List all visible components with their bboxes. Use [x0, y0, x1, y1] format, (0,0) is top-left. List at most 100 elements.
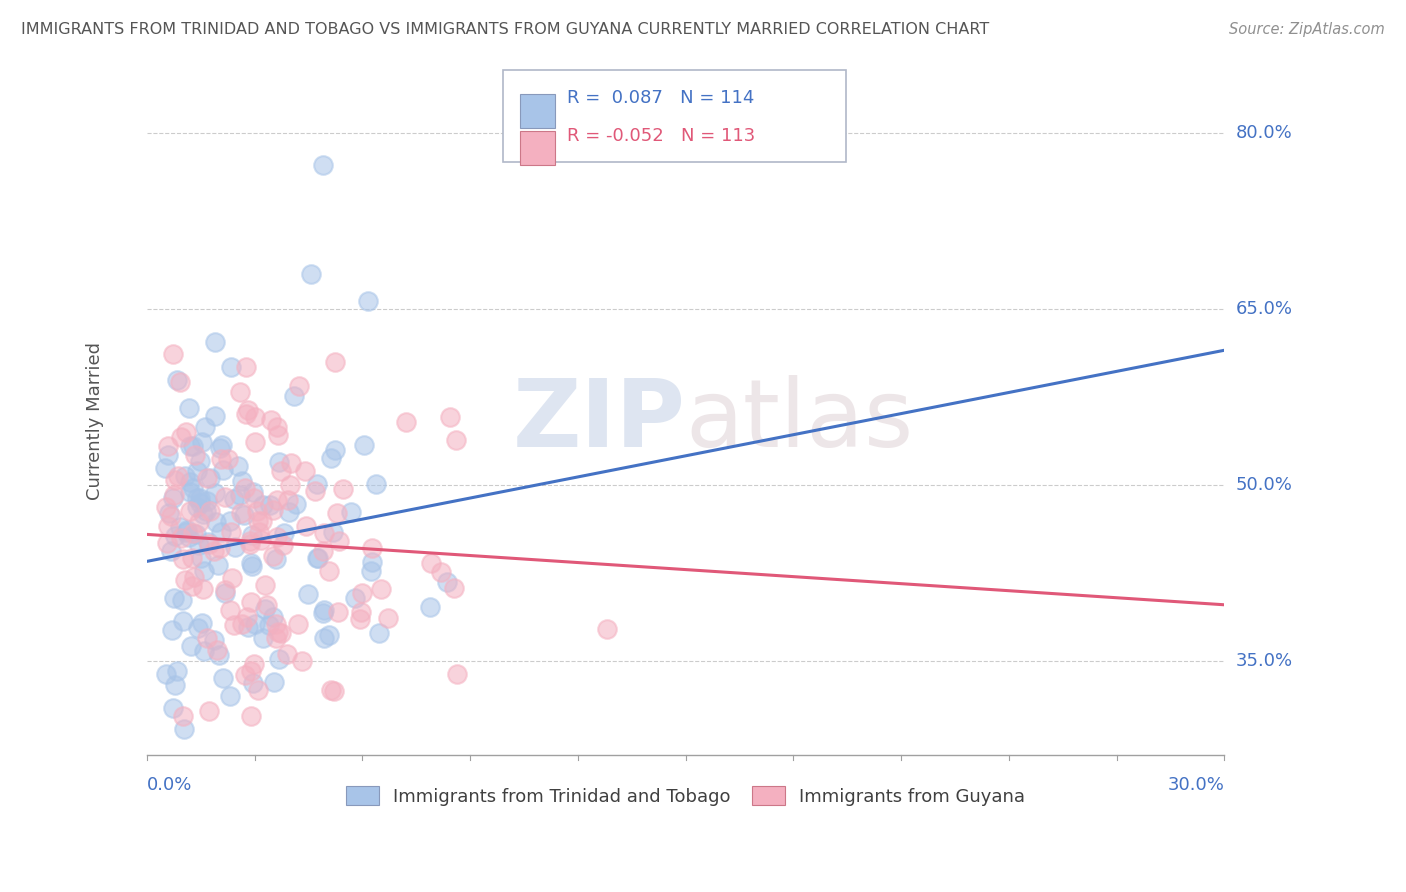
Point [160, 509, 183, 524]
Point [312, 526, 335, 541]
Point [349, 612, 371, 626]
Text: ZIP: ZIP [513, 375, 686, 467]
Point [323, 443, 346, 458]
Point [250, 533, 273, 547]
Point [249, 524, 271, 539]
Point [377, 611, 399, 625]
Point [155, 536, 177, 550]
Point [204, 486, 226, 500]
Point [214, 583, 236, 598]
Text: 50.0%: 50.0% [1236, 476, 1292, 494]
Point [360, 564, 382, 578]
Point [195, 632, 218, 646]
Point [236, 403, 259, 417]
Point [350, 606, 373, 620]
Point [162, 491, 184, 505]
Point [318, 564, 340, 578]
Point [180, 639, 202, 653]
Point [183, 570, 205, 584]
Point [198, 704, 221, 718]
Point [245, 434, 267, 449]
Point [233, 508, 256, 522]
Point [179, 504, 201, 518]
Point [198, 471, 221, 485]
Point [242, 675, 264, 690]
Point [350, 586, 373, 600]
Text: 0.0%: 0.0% [146, 776, 193, 794]
Point [166, 373, 188, 387]
Point [395, 415, 418, 429]
Point [252, 632, 274, 646]
Point [228, 385, 250, 400]
Point [183, 449, 205, 463]
Point [267, 428, 290, 442]
Text: 65.0%: 65.0% [1236, 301, 1292, 318]
Point [165, 473, 187, 487]
Point [319, 451, 342, 466]
Point [218, 689, 240, 703]
Point [207, 643, 229, 657]
Point [361, 541, 384, 555]
Point [419, 599, 441, 614]
Point [357, 293, 380, 308]
Point [277, 505, 299, 519]
Point [194, 420, 217, 434]
Point [259, 413, 281, 427]
Point [174, 524, 197, 539]
Point [172, 552, 194, 566]
Point [186, 500, 208, 514]
Point [195, 504, 218, 518]
Point [174, 425, 197, 440]
Point [436, 574, 458, 589]
Point [212, 463, 235, 477]
Point [209, 441, 232, 455]
Point [231, 616, 253, 631]
Point [314, 632, 336, 646]
Point [311, 158, 333, 172]
Point [264, 617, 287, 632]
Point [169, 519, 191, 533]
Point [218, 514, 240, 528]
Point [200, 504, 222, 518]
Point [270, 626, 292, 640]
Point [163, 529, 186, 543]
Point [186, 491, 208, 505]
Point [266, 625, 288, 640]
Point [222, 617, 245, 632]
Point [166, 664, 188, 678]
Point [319, 683, 342, 698]
Point [231, 474, 253, 488]
Point [262, 610, 284, 624]
Point [446, 666, 468, 681]
Point [242, 484, 264, 499]
Point [235, 407, 257, 421]
Point [224, 491, 246, 506]
Point [157, 506, 180, 520]
Point [339, 505, 361, 519]
Point [280, 456, 302, 470]
Point [245, 616, 267, 631]
Text: R =  0.087   N = 114: R = 0.087 N = 114 [567, 89, 754, 107]
Point [209, 541, 232, 556]
Point [332, 483, 354, 497]
Point [163, 591, 186, 605]
Point [360, 555, 382, 569]
Point [181, 481, 204, 495]
Point [264, 631, 287, 645]
Point [288, 379, 311, 393]
Point [322, 524, 344, 539]
Point [172, 593, 194, 607]
Point [214, 586, 236, 600]
Point [219, 524, 242, 539]
Point [177, 530, 200, 544]
Point [163, 488, 186, 502]
Point [235, 359, 257, 374]
Point [181, 579, 204, 593]
Point [439, 409, 461, 424]
Point [252, 514, 274, 528]
Point [294, 464, 316, 478]
Point [343, 591, 366, 605]
Point [242, 558, 264, 573]
Point [195, 471, 218, 485]
Point [174, 574, 197, 588]
